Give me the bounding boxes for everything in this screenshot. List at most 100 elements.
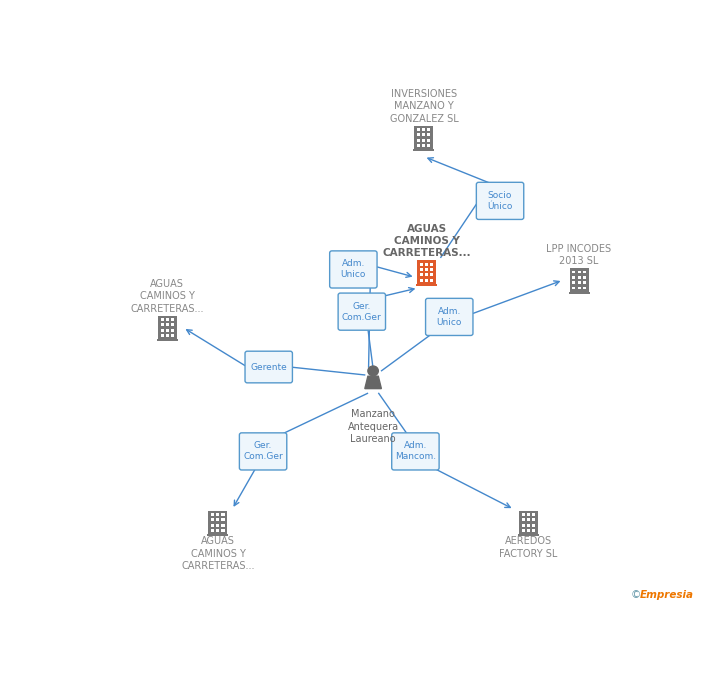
FancyBboxPatch shape: [582, 282, 585, 284]
FancyBboxPatch shape: [221, 519, 224, 521]
FancyBboxPatch shape: [417, 144, 420, 147]
FancyBboxPatch shape: [420, 279, 423, 282]
Text: Adm.
Unico: Adm. Unico: [341, 260, 366, 279]
FancyBboxPatch shape: [532, 513, 535, 516]
FancyBboxPatch shape: [422, 139, 425, 142]
FancyBboxPatch shape: [518, 534, 539, 536]
FancyBboxPatch shape: [216, 524, 219, 527]
FancyBboxPatch shape: [166, 323, 169, 326]
FancyBboxPatch shape: [582, 271, 585, 273]
FancyBboxPatch shape: [420, 268, 423, 271]
FancyBboxPatch shape: [166, 318, 169, 321]
FancyBboxPatch shape: [430, 268, 433, 271]
FancyBboxPatch shape: [245, 351, 293, 383]
Text: Ger.
Com.Ger: Ger. Com.Ger: [243, 441, 283, 462]
FancyBboxPatch shape: [221, 530, 224, 532]
FancyBboxPatch shape: [572, 282, 575, 284]
FancyBboxPatch shape: [338, 293, 386, 330]
Text: ©: ©: [631, 590, 641, 600]
FancyBboxPatch shape: [420, 273, 423, 276]
FancyBboxPatch shape: [522, 530, 525, 532]
Text: Socio
Único: Socio Único: [487, 191, 513, 211]
FancyBboxPatch shape: [527, 524, 530, 527]
FancyBboxPatch shape: [417, 128, 420, 131]
FancyBboxPatch shape: [577, 286, 580, 290]
FancyBboxPatch shape: [208, 511, 227, 534]
FancyBboxPatch shape: [161, 318, 164, 321]
FancyBboxPatch shape: [161, 323, 164, 326]
FancyBboxPatch shape: [157, 339, 178, 341]
FancyBboxPatch shape: [171, 329, 174, 332]
FancyBboxPatch shape: [166, 334, 169, 337]
Text: Manzano
Antequera
Laureano: Manzano Antequera Laureano: [347, 409, 399, 444]
FancyBboxPatch shape: [414, 149, 435, 151]
Text: AGUAS
CAMINOS Y
CARRETERAS...: AGUAS CAMINOS Y CARRETERAS...: [130, 279, 204, 314]
FancyBboxPatch shape: [582, 276, 585, 279]
Text: AEREDOS
FACTORY SL: AEREDOS FACTORY SL: [499, 536, 558, 559]
FancyBboxPatch shape: [572, 286, 575, 290]
FancyBboxPatch shape: [425, 268, 428, 271]
FancyBboxPatch shape: [161, 329, 164, 332]
FancyBboxPatch shape: [171, 334, 174, 337]
FancyBboxPatch shape: [211, 519, 214, 521]
FancyBboxPatch shape: [582, 286, 585, 290]
Text: Ger.
Com.Ger: Ger. Com.Ger: [342, 301, 381, 322]
FancyBboxPatch shape: [417, 260, 436, 284]
FancyBboxPatch shape: [426, 299, 473, 336]
FancyBboxPatch shape: [476, 182, 523, 219]
FancyBboxPatch shape: [171, 323, 174, 326]
Text: INVERSIONES
MANZANO Y
GONZALEZ SL: INVERSIONES MANZANO Y GONZALEZ SL: [389, 89, 458, 124]
FancyBboxPatch shape: [527, 513, 530, 516]
FancyBboxPatch shape: [522, 519, 525, 521]
FancyBboxPatch shape: [430, 279, 433, 282]
FancyBboxPatch shape: [211, 513, 214, 516]
FancyBboxPatch shape: [416, 284, 438, 286]
FancyBboxPatch shape: [422, 144, 425, 147]
FancyBboxPatch shape: [221, 524, 224, 527]
Text: Empresia: Empresia: [639, 590, 693, 600]
FancyBboxPatch shape: [532, 524, 535, 527]
Text: Gerente: Gerente: [250, 362, 287, 371]
FancyBboxPatch shape: [216, 519, 219, 521]
FancyBboxPatch shape: [425, 279, 428, 282]
Circle shape: [368, 366, 379, 376]
FancyBboxPatch shape: [211, 530, 214, 532]
FancyBboxPatch shape: [572, 271, 575, 273]
FancyBboxPatch shape: [211, 524, 214, 527]
Text: Adm.
Unico: Adm. Unico: [437, 307, 462, 327]
FancyBboxPatch shape: [577, 276, 580, 279]
FancyBboxPatch shape: [422, 134, 425, 136]
Text: AGUAS
CAMINOS Y
CARRETERAS...: AGUAS CAMINOS Y CARRETERAS...: [382, 223, 471, 258]
FancyBboxPatch shape: [414, 126, 433, 149]
FancyBboxPatch shape: [221, 513, 224, 516]
FancyBboxPatch shape: [417, 134, 420, 136]
FancyBboxPatch shape: [532, 519, 535, 521]
FancyBboxPatch shape: [166, 329, 169, 332]
FancyBboxPatch shape: [171, 318, 174, 321]
FancyBboxPatch shape: [577, 271, 580, 273]
FancyBboxPatch shape: [572, 276, 575, 279]
FancyBboxPatch shape: [330, 251, 377, 288]
FancyBboxPatch shape: [430, 262, 433, 266]
FancyBboxPatch shape: [425, 273, 428, 276]
FancyBboxPatch shape: [427, 139, 430, 142]
FancyBboxPatch shape: [240, 433, 287, 470]
FancyBboxPatch shape: [519, 511, 538, 534]
FancyBboxPatch shape: [158, 316, 177, 339]
FancyBboxPatch shape: [420, 262, 423, 266]
FancyBboxPatch shape: [427, 134, 430, 136]
FancyBboxPatch shape: [569, 292, 590, 294]
FancyBboxPatch shape: [532, 530, 535, 532]
FancyBboxPatch shape: [527, 530, 530, 532]
FancyBboxPatch shape: [216, 530, 219, 532]
FancyBboxPatch shape: [527, 519, 530, 521]
FancyBboxPatch shape: [216, 513, 219, 516]
FancyBboxPatch shape: [522, 524, 525, 527]
FancyBboxPatch shape: [430, 273, 433, 276]
FancyBboxPatch shape: [427, 144, 430, 147]
FancyBboxPatch shape: [569, 268, 588, 292]
Polygon shape: [365, 376, 381, 388]
Text: AGUAS
CAMINOS Y
CARRETERAS...: AGUAS CAMINOS Y CARRETERAS...: [181, 536, 255, 571]
FancyBboxPatch shape: [422, 128, 425, 131]
FancyBboxPatch shape: [392, 433, 439, 470]
